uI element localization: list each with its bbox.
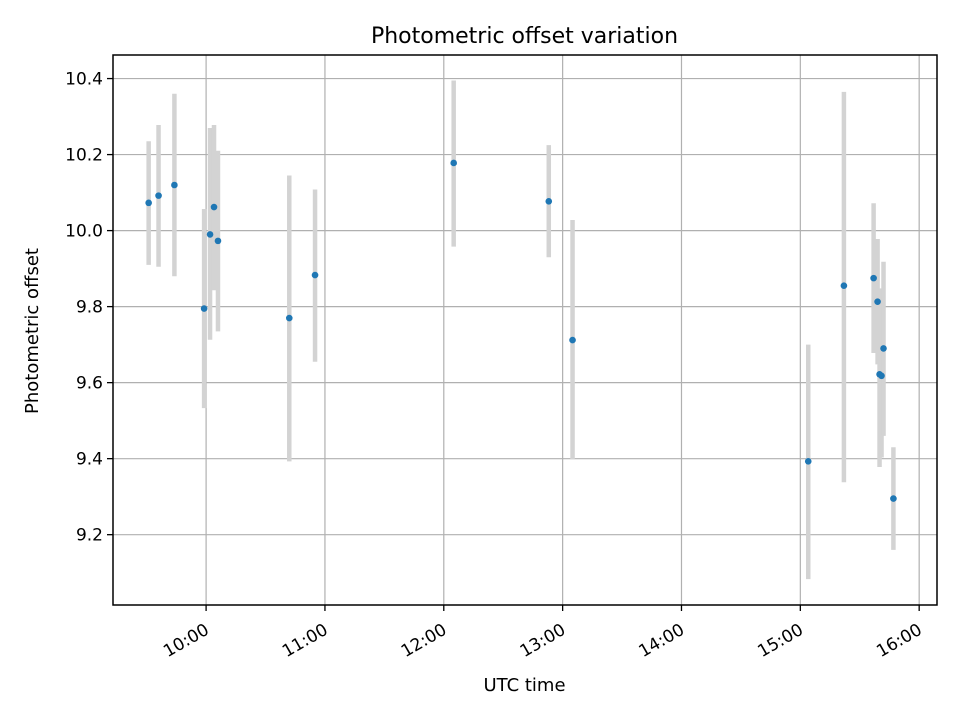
y-tick-label: 10.2 [65, 146, 103, 166]
data-point [804, 458, 812, 465]
x-tick-label: 14:00 [636, 620, 688, 662]
chart-title: Photometric offset variation [371, 24, 678, 49]
x-tick-label: 12:00 [398, 620, 450, 662]
y-tick-label: 9.2 [76, 526, 103, 546]
x-axis-label: UTC time [483, 675, 565, 696]
data-point [450, 159, 457, 167]
data-point [874, 298, 881, 305]
data-point [890, 495, 897, 502]
x-tick-label: 11:00 [279, 620, 331, 662]
data-point [214, 237, 222, 245]
error-bars [146, 80, 896, 580]
data-point [870, 274, 877, 282]
data-point [311, 271, 319, 279]
x-tick-label: 10:00 [160, 620, 212, 662]
data-points [145, 159, 897, 502]
data-point [878, 372, 885, 380]
data-point [880, 345, 887, 352]
data-point [145, 199, 152, 207]
data-point [545, 198, 553, 205]
data-point [155, 192, 162, 199]
x-tick-label: 16:00 [873, 620, 925, 662]
plot-frame [112, 54, 938, 606]
data-point [210, 203, 218, 211]
grid-lines [113, 55, 937, 605]
x-tick-label: 15:00 [754, 620, 806, 662]
y-tick-label: 9.8 [76, 298, 103, 318]
y-tick-label: 10.0 [65, 222, 103, 242]
axis-ticks: 10:00 11:00 12:00 13:00 14:00 15:00 16:00 9.2 9.… [65, 70, 926, 662]
y-axis-label: Photometric offset [22, 248, 43, 414]
x-tick-label: 13:00 [517, 620, 569, 662]
y-tick-label: 9.6 [76, 374, 103, 394]
data-point [206, 231, 214, 238]
data-point [569, 336, 576, 344]
data-point [285, 314, 293, 322]
data-point [171, 181, 178, 189]
data-point [200, 305, 208, 312]
y-tick-label: 9.4 [76, 450, 103, 470]
y-tick-label: 10.4 [65, 70, 103, 90]
data-point [840, 282, 848, 290]
